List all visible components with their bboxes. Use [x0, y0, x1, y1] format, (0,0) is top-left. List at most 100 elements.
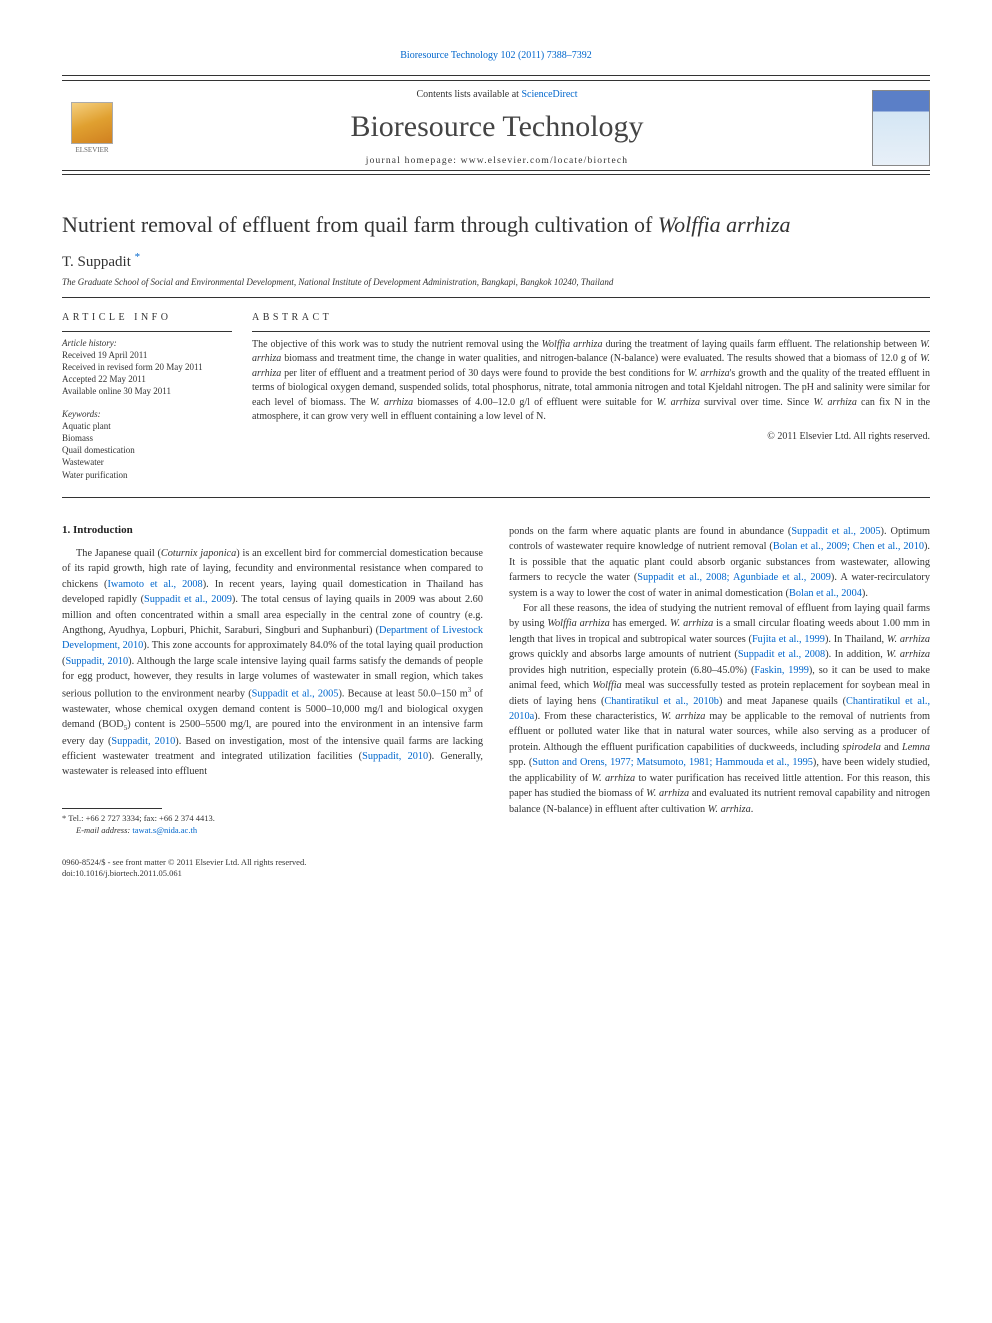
author-name: T. Suppadit: [62, 254, 131, 270]
cite-link[interactable]: Bolan et al., 2004: [789, 588, 862, 599]
sciencedirect-link[interactable]: ScienceDirect: [521, 89, 577, 100]
page-footer: 0960-8524/$ - see front matter © 2011 El…: [62, 857, 930, 880]
abstract-text: The objective of this work was to study …: [252, 338, 930, 425]
elsevier-tree-icon: [71, 102, 113, 144]
history-item: Available online 30 May 2011: [62, 385, 234, 397]
body-columns: 1. Introduction The Japanese quail (Cotu…: [62, 524, 930, 837]
cite-link[interactable]: Faskin, 1999: [754, 665, 809, 676]
abs-species: W. arrhiza: [688, 368, 730, 379]
publisher-logo: ELSEVIER: [62, 93, 122, 163]
t: and: [881, 742, 902, 753]
cite-link[interactable]: Suppadit, 2010: [362, 751, 428, 762]
journal-name: Bioresource Technology: [122, 110, 872, 144]
keyword-item: Quail domestication: [62, 444, 234, 456]
history-label: Article history:: [62, 338, 234, 348]
t: ).: [862, 588, 868, 599]
species: W. arrhiza: [886, 649, 930, 660]
homepage-prefix: journal homepage:: [366, 156, 461, 166]
title-species: Wolffia arrhiza: [658, 212, 791, 237]
cite-link[interactable]: Suppadit et al., 2005: [252, 688, 339, 699]
species: W. arrhiza: [670, 618, 713, 629]
cite-link[interactable]: Fujita et al., 1999: [752, 634, 825, 645]
footer-doi: doi:10.1016/j.biortech.2011.05.061: [62, 868, 930, 879]
body-paragraph: ponds on the farm where aquatic plants a…: [509, 524, 930, 601]
keyword-item: Wastewater: [62, 456, 234, 468]
species: W. arrhiza: [887, 634, 930, 645]
header-bottom-divider: [62, 174, 930, 175]
keyword-item: Aquatic plant: [62, 420, 234, 432]
keyword-item: Biomass: [62, 432, 234, 444]
cite-link[interactable]: Suppadit, 2010: [65, 656, 128, 667]
t: ) and meat Japanese quails (: [719, 696, 846, 707]
species: W. arrhiza: [708, 804, 751, 815]
right-column: ponds on the farm where aquatic plants a…: [509, 524, 930, 837]
cite-link[interactable]: Suppadit et al., 2008: [738, 649, 825, 660]
contents-prefix: Contents lists available at: [416, 89, 521, 100]
abs-t: biomasses of 4.00–12.0 g/l of effluent w…: [413, 397, 656, 408]
cite-link[interactable]: Chantiratikul et al., 2010b: [604, 696, 719, 707]
abstract-column: ABSTRACT The objective of this work was …: [252, 312, 930, 481]
body-paragraph: For all these reasons, the idea of study…: [509, 601, 930, 817]
history-item: Received 19 April 2011: [62, 349, 234, 361]
footer-line1: 0960-8524/$ - see front matter © 2011 El…: [62, 857, 930, 868]
abs-t: survival over time. Since: [700, 397, 813, 408]
t: ponds on the farm where aquatic plants a…: [509, 526, 791, 537]
species: Wolffia arrhiza: [547, 618, 609, 629]
journal-homepage: journal homepage: www.elsevier.com/locat…: [122, 156, 872, 166]
page-container: Bioresource Technology 102 (2011) 7388–7…: [0, 0, 992, 920]
cite-link[interactable]: Bolan et al., 2009; Chen et al., 2010: [773, 541, 924, 552]
abs-t: The objective of this work was to study …: [252, 339, 542, 350]
footnote-separator: [62, 808, 162, 809]
contents-line: Contents lists available at ScienceDirec…: [122, 89, 872, 100]
citation-link[interactable]: Bioresource Technology 102 (2011) 7388–7…: [400, 50, 592, 61]
species: Lemna: [902, 742, 930, 753]
publisher-logo-label: ELSEVIER: [75, 146, 108, 154]
abs-t: during the treatment of laying quails fa…: [602, 339, 920, 350]
t: The Japanese quail (: [76, 548, 161, 559]
cite-link[interactable]: Sutton and Orens, 1977; Matsumoto, 1981;…: [532, 757, 813, 768]
journal-header-row: ELSEVIER Contents lists available at Sci…: [62, 80, 930, 171]
info-heading-line: [62, 331, 232, 332]
cite-link[interactable]: Suppadit, 2010: [111, 736, 175, 747]
t: .: [751, 804, 754, 815]
species: W. arrhiza: [592, 773, 636, 784]
header-top-divider: [62, 75, 930, 76]
abs-t: biomass and treatment time, the change i…: [281, 353, 920, 364]
keywords-label: Keywords:: [62, 409, 234, 419]
abstract-copyright: © 2011 Elsevier Ltd. All rights reserved…: [252, 431, 930, 442]
meta-block: ARTICLE INFO Article history: Received 1…: [62, 312, 930, 498]
species: spirodela: [842, 742, 881, 753]
email-footnote: E-mail address: tawat.s@nida.ac.th: [62, 825, 483, 837]
email-link[interactable]: tawat.s@nida.ac.th: [132, 825, 197, 835]
cite-link[interactable]: Iwamoto et al., 2008: [107, 579, 202, 590]
left-column: 1. Introduction The Japanese quail (Cotu…: [62, 524, 483, 837]
history-item: Received in revised form 20 May 2011: [62, 361, 234, 373]
corresponding-footnote: * Tel.: +66 2 727 3334; fax: +66 2 374 4…: [62, 813, 483, 825]
t: provides high nutrition, especially prot…: [509, 665, 754, 676]
t: grows quickly and absorbs large amounts …: [509, 649, 738, 660]
body-paragraph: The Japanese quail (Coturnix japonica) i…: [62, 546, 483, 780]
corresponding-mark-link[interactable]: *: [135, 251, 141, 263]
abs-species: W. arrhiza: [370, 397, 413, 408]
author-line: T. Suppadit *: [62, 251, 930, 271]
header-center: Contents lists available at ScienceDirec…: [122, 89, 872, 166]
history-item: Accepted 22 May 2011: [62, 373, 234, 385]
homepage-url: www.elsevier.com/locate/biortech: [461, 156, 629, 166]
t: ). In addition,: [825, 649, 886, 660]
keyword-item: Water purification: [62, 469, 234, 481]
article-title: Nutrient removal of effluent from quail …: [62, 211, 930, 239]
affiliation: The Graduate School of Social and Enviro…: [62, 277, 930, 298]
cite-link[interactable]: Suppadit et al., 2005: [791, 526, 880, 537]
email-label: E-mail address:: [76, 825, 130, 835]
section-heading: 1. Introduction: [62, 524, 483, 536]
header-citation: Bioresource Technology 102 (2011) 7388–7…: [62, 50, 930, 61]
abs-species: W. arrhiza: [657, 397, 700, 408]
cite-link[interactable]: Suppadit et al., 2009: [144, 594, 232, 605]
corr-text: Tel.: +66 2 727 3334; fax: +66 2 374 441…: [66, 813, 215, 823]
abs-t: per liter of effluent and a treatment pe…: [281, 368, 687, 379]
abs-species: W. arrhiza: [813, 397, 856, 408]
article-info-column: ARTICLE INFO Article history: Received 1…: [62, 312, 252, 481]
abstract-heading-line: [252, 331, 930, 332]
cite-link[interactable]: Suppadit et al., 2008; Agunbiade et al.,…: [637, 572, 831, 583]
t: ). Because at least 50.0–150 m: [338, 688, 467, 699]
